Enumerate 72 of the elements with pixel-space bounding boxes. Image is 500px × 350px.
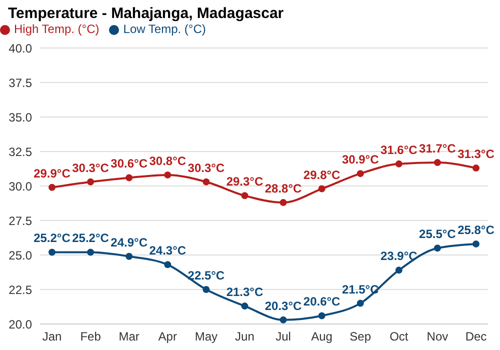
y-tick-label: 32.5: [8, 144, 32, 159]
point: [472, 240, 480, 248]
point: [241, 192, 248, 200]
data-label: 30.9°C: [342, 152, 380, 167]
data-label: 29.9°C: [34, 166, 71, 180]
chart-title: Temperature - Mahajanga, Madagascar: [8, 5, 284, 22]
data-label: 29.8°C: [303, 168, 341, 182]
data-label: 30.8°C: [149, 154, 186, 168]
point: [280, 199, 287, 206]
data-label: 31.3°C: [458, 147, 495, 162]
x-tick-label: Dec: [465, 330, 487, 344]
x-tick-label: Jan: [42, 330, 62, 344]
point: [318, 312, 326, 320]
data-label: 30.6°C: [110, 156, 148, 171]
point: [395, 266, 402, 274]
data-label: 24.9°C: [110, 235, 148, 250]
point: [434, 159, 441, 166]
point: [48, 184, 56, 191]
legend-label: High Temp. (°C): [14, 22, 100, 36]
point: [356, 170, 364, 178]
point: [48, 248, 56, 256]
data-label: 20.6°C: [303, 294, 341, 309]
y-tick-label: 40.0: [8, 41, 32, 56]
x-tick-label: Sep: [350, 330, 372, 344]
x-tick-label: Apr: [158, 330, 177, 344]
data-label: 21.3°C: [226, 285, 264, 300]
data-label: 25.2°C: [34, 231, 71, 246]
x-tick-label: Aug: [311, 330, 332, 344]
data-label: 31.6°C: [380, 142, 418, 157]
data-label: 25.8°C: [458, 222, 495, 237]
x-tick-label: Oct: [390, 330, 409, 344]
x-tick-label: Feb: [80, 330, 102, 344]
point: [356, 300, 364, 307]
x-tick-label: May: [194, 330, 218, 344]
point: [126, 252, 133, 260]
point: [87, 178, 94, 186]
y-tick-label: 22.5: [8, 282, 32, 297]
point: [434, 244, 441, 252]
data-label: 28.8°C: [264, 182, 302, 196]
x-tick-label: Mar: [118, 330, 140, 344]
point: [472, 164, 480, 172]
x-tick-label: Jul: [276, 330, 291, 344]
point: [202, 286, 210, 293]
y-tick-label: 35.0: [8, 110, 32, 124]
data-label: 24.3°C: [149, 244, 186, 258]
data-label: 30.3°C: [72, 160, 110, 175]
data-label: 23.9°C: [380, 249, 418, 264]
data-label: 31.7°C: [419, 142, 456, 156]
y-tick-label: 25.0: [8, 248, 32, 262]
point: [164, 171, 172, 178]
point: [241, 302, 248, 310]
point: [318, 185, 326, 192]
y-tick-label: 27.5: [8, 214, 32, 228]
legend-label: Low Temp. (°C): [123, 22, 206, 36]
data-label: 29.3°C: [226, 174, 264, 189]
data-label: 22.5°C: [188, 268, 225, 282]
y-tick-label: 20.0: [8, 317, 32, 332]
data-label: 30.3°C: [188, 160, 225, 175]
point: [164, 261, 172, 268]
point: [126, 174, 133, 182]
point: [87, 248, 94, 256]
data-label: 25.5°C: [419, 227, 456, 242]
point: [280, 316, 287, 324]
point: [202, 178, 210, 186]
x-tick-label: Jun: [235, 330, 254, 344]
data-label: 25.2°C: [72, 231, 110, 246]
y-tick-label: 30.0: [8, 179, 32, 194]
point: [395, 160, 402, 168]
y-tick-label: 37.5: [8, 76, 32, 90]
data-label: 20.3°C: [264, 298, 302, 313]
data-label: 21.5°C: [342, 282, 380, 296]
x-tick-label: Nov: [426, 330, 448, 344]
